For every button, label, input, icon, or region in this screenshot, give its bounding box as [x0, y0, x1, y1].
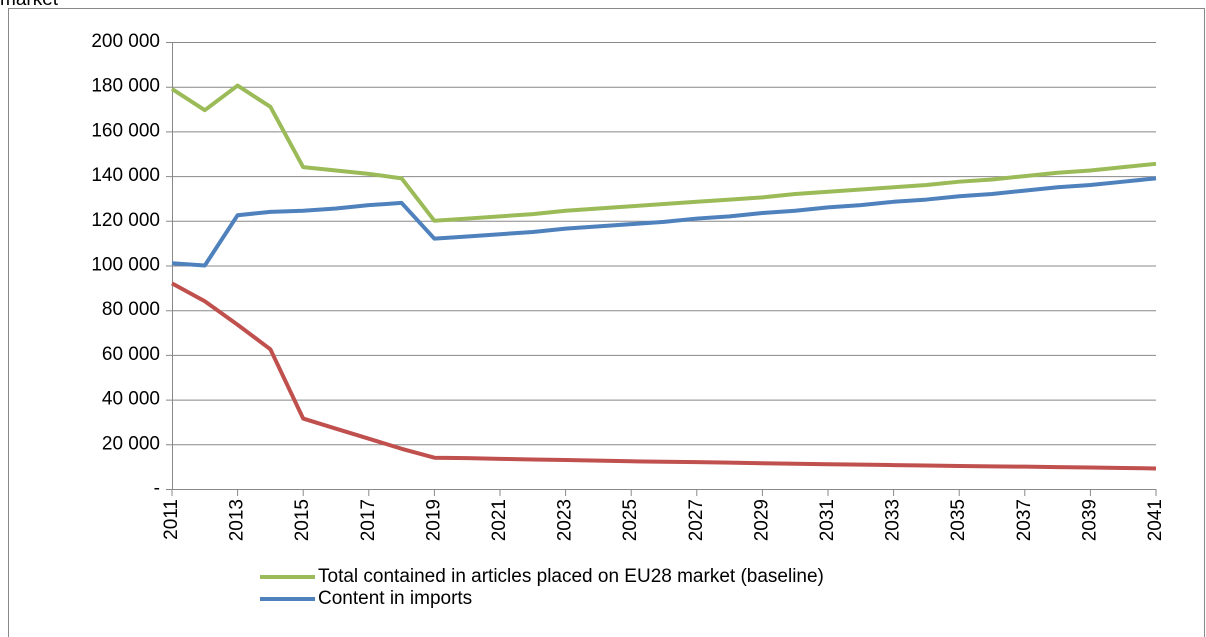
chart-border: [8, 8, 1205, 637]
y-tick-label: 100 000: [91, 255, 160, 276]
x-tick-label: 2019: [423, 499, 444, 541]
y-tick-label: 20 000: [102, 433, 160, 454]
series-line: [171, 176, 1157, 268]
x-tick-label: 2025: [620, 499, 641, 541]
x-tick-label: 2027: [686, 499, 707, 541]
x-tick-label: 2015: [292, 499, 313, 541]
series-line: [171, 281, 1157, 471]
x-tick-label: 2021: [489, 499, 510, 541]
x-tick-label: 2017: [358, 499, 379, 541]
x-tick-label: 2011: [161, 499, 182, 540]
legend-label: Total contained in articles placed on EU…: [318, 566, 824, 587]
y-tick-label: 120 000: [91, 210, 160, 231]
x-tick-label: 2037: [1014, 499, 1035, 541]
x-tick-label: 2029: [751, 499, 772, 541]
y-tick-label: 80 000: [102, 299, 160, 320]
y-tick-label: 40 000: [102, 389, 160, 410]
y-tick-label: -: [154, 478, 160, 499]
x-tick-label: 2023: [555, 499, 576, 541]
x-tick-label: 2039: [1079, 499, 1100, 541]
y-tick-label: 200 000: [91, 31, 160, 52]
chart-title: market: [0, 0, 59, 10]
y-tick-label: 140 000: [91, 165, 160, 186]
x-tick-label: 2035: [948, 499, 969, 541]
series-line: [170, 83, 1157, 223]
x-tick-label: 2013: [227, 499, 248, 541]
y-tick-label: 60 000: [102, 344, 160, 365]
y-tick-label: 160 000: [91, 120, 160, 141]
y-tick-label: 180 000: [91, 76, 160, 97]
x-tick-label: 2033: [883, 499, 904, 541]
x-tick-label: 2041: [1145, 499, 1166, 541]
x-tick-label: 2031: [817, 499, 838, 541]
legend-label: Content in imports: [318, 588, 472, 609]
